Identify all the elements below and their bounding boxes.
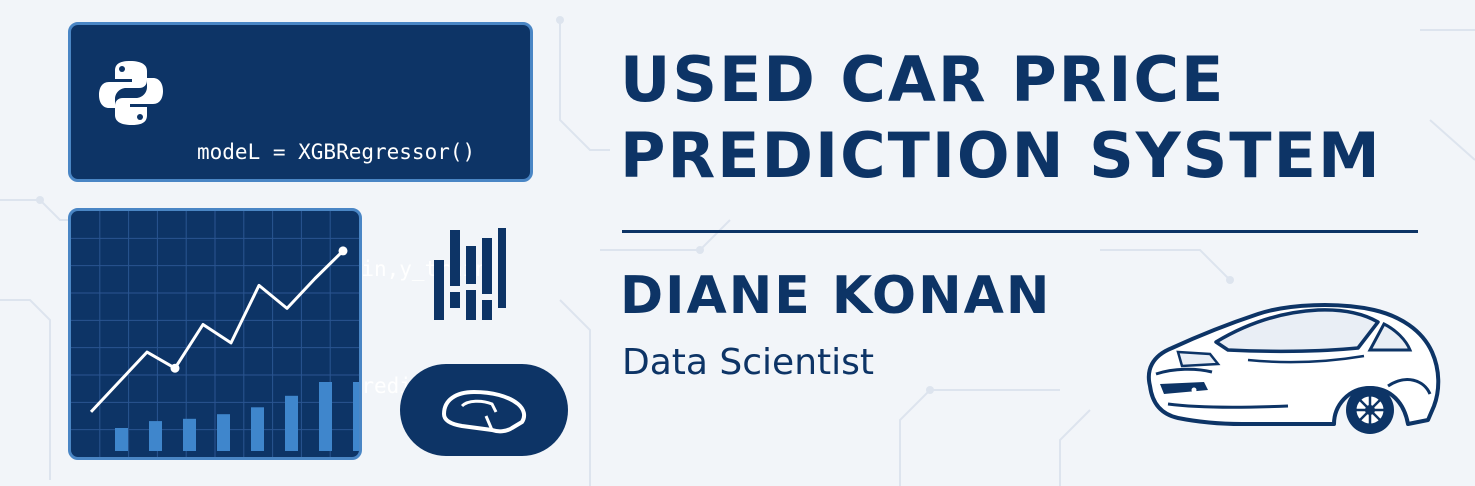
car-icon xyxy=(1146,303,1441,434)
author-name: DIANE KONAN xyxy=(620,266,1052,326)
title-line-2: PREDICTION SYSTEM xyxy=(620,119,1382,192)
chart-bar xyxy=(319,382,332,451)
chart-bar xyxy=(285,395,298,451)
chart-bar xyxy=(115,428,128,451)
line-chart-panel xyxy=(68,208,362,460)
author-role: Data Scientist xyxy=(622,342,874,383)
code-line: modeL = XGBRegressor() xyxy=(197,140,476,164)
title-line-1: USED CAR PRICE xyxy=(620,43,1226,116)
bar-chart-icon xyxy=(434,228,506,320)
chart-bar xyxy=(217,414,230,451)
line-chart-icon xyxy=(71,211,359,457)
chart-bar xyxy=(149,421,162,451)
title-divider xyxy=(622,230,1418,233)
python-logo-icon xyxy=(99,61,163,125)
chart-series-line xyxy=(89,249,345,413)
code-snippet-panel: modeL = XGBRegressor() xgb.fit(X_train,y… xyxy=(68,22,533,398)
chart-bar xyxy=(353,382,359,451)
chart-point xyxy=(338,246,348,256)
car-outline-icon xyxy=(442,390,527,434)
chart-bar xyxy=(183,418,196,451)
chart-bar xyxy=(251,407,264,451)
page-title: USED CAR PRICE PREDICTION SYSTEM xyxy=(620,42,1382,194)
car-badge-icon xyxy=(400,364,568,456)
chart-point xyxy=(170,363,180,373)
